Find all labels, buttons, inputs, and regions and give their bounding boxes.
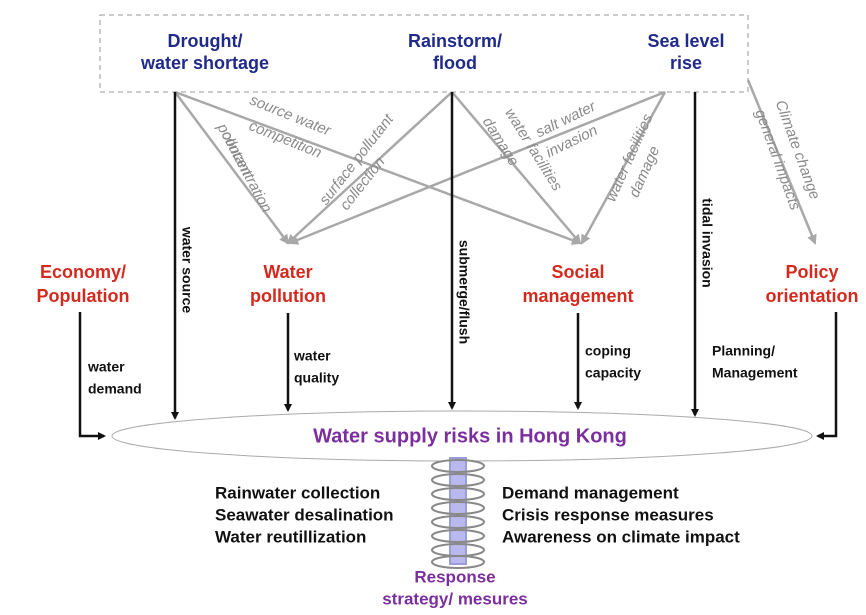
flow-label: Management [712, 365, 798, 381]
hazard-label: Drought/ [168, 31, 243, 51]
flow-label: capacity [585, 365, 641, 381]
impact-label: orientation [766, 286, 859, 306]
response-item: Seawater desalination [215, 505, 394, 524]
impact-label: Policy [785, 262, 838, 282]
flow-label: water [87, 359, 125, 375]
hazard-label: Sea level [647, 31, 724, 51]
response-item: Demand management [502, 483, 679, 502]
impact-label: Population [37, 286, 130, 306]
response-title: Response [414, 567, 495, 586]
flow-label: demand [88, 381, 142, 397]
impact-label: Water [263, 262, 312, 282]
hazard-label: flood [433, 53, 477, 73]
response-item: Rainwater collection [215, 483, 380, 502]
hazard-label: Rainstorm/ [408, 31, 502, 51]
black-arrows [78, 92, 838, 440]
impact-label: pollution [250, 286, 326, 306]
center-label: Water supply risks in Hong Kong [313, 425, 627, 447]
hazard-label: rise [670, 53, 702, 73]
impact-label: Economy/ [40, 262, 126, 282]
impact-label: management [522, 286, 633, 306]
flow-label: water [293, 348, 331, 364]
response-item: Crisis response measures [502, 505, 714, 524]
direct-label: tidal invasion [699, 198, 715, 287]
response-item: Water reutillization [215, 527, 366, 546]
hazard-box [99, 14, 749, 93]
hazard-label: water shortage [140, 53, 269, 73]
direct-label: submerge/flush [456, 240, 472, 344]
impact-label: Social [551, 262, 604, 282]
response-item: Awareness on climate impact [502, 527, 740, 546]
spring [431, 457, 485, 569]
direct-label: water source [179, 226, 195, 314]
flow-label: quality [294, 370, 339, 386]
response-title: strategy/ mesures [382, 589, 528, 608]
flow-label: coping [585, 343, 631, 359]
gray-arrows [173, 79, 817, 245]
flow-label: Planning/ [712, 343, 775, 359]
